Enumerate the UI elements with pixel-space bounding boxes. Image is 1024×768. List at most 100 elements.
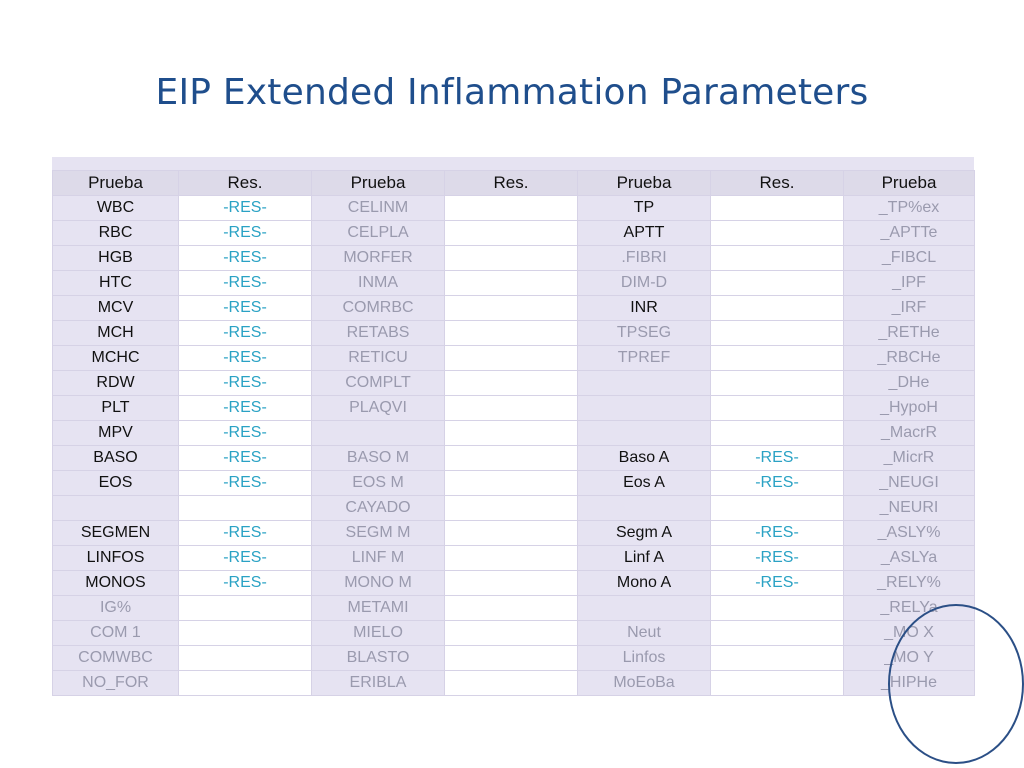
result-cell bbox=[444, 220, 578, 246]
test-cell: _NEURI bbox=[843, 495, 975, 521]
result-cell: -RES- bbox=[178, 220, 312, 246]
result-cell bbox=[710, 220, 844, 246]
result-cell bbox=[710, 245, 844, 271]
result-cell bbox=[444, 520, 578, 546]
test-cell: SEGMEN bbox=[52, 520, 179, 546]
result-cell bbox=[444, 395, 578, 421]
result-cell: -RES- bbox=[178, 395, 312, 421]
result-cell bbox=[710, 645, 844, 671]
result-cell bbox=[444, 620, 578, 646]
table-row: COM 1 MIELO Neut _MO X bbox=[52, 620, 975, 646]
result-cell bbox=[710, 670, 844, 696]
col-header-prueba: Prueba bbox=[52, 170, 179, 196]
test-cell: WBC bbox=[52, 195, 179, 221]
result-cell bbox=[178, 495, 312, 521]
test-cell: COMPLT bbox=[311, 370, 445, 396]
result-cell: -RES- bbox=[710, 520, 844, 546]
table-row: HTC -RES- INMA DIM-D _IPF bbox=[52, 270, 975, 296]
test-cell: _RELY% bbox=[843, 570, 975, 596]
result-cell bbox=[710, 345, 844, 371]
test-cell: MIELO bbox=[311, 620, 445, 646]
table-row: RDW -RES- COMPLT _DHe bbox=[52, 370, 975, 396]
test-cell: LINF M bbox=[311, 545, 445, 571]
test-cell: EOS bbox=[52, 470, 179, 496]
result-cell bbox=[710, 195, 844, 221]
col-header-res: Res. bbox=[710, 170, 844, 196]
result-cell: -RES- bbox=[178, 295, 312, 321]
test-cell: RBC bbox=[52, 220, 179, 246]
result-cell: -RES- bbox=[178, 320, 312, 346]
result-cell bbox=[444, 445, 578, 471]
test-cell: TPREF bbox=[577, 345, 711, 371]
test-cell: _MO Y bbox=[843, 645, 975, 671]
result-cell bbox=[178, 670, 312, 696]
test-cell: APTT bbox=[577, 220, 711, 246]
result-cell bbox=[444, 320, 578, 346]
test-cell: COM 1 bbox=[52, 620, 179, 646]
test-cell: CELINM bbox=[311, 195, 445, 221]
result-cell bbox=[444, 245, 578, 271]
test-cell: _RETHe bbox=[843, 320, 975, 346]
table-row: MCH -RES- RETABS TPSEG _RETHe bbox=[52, 320, 975, 346]
test-cell: _MO X bbox=[843, 620, 975, 646]
result-cell: -RES- bbox=[710, 570, 844, 596]
table-row: LINFOS -RES- LINF M Linf A -RES- _ASLYa bbox=[52, 545, 975, 571]
slide-title: EIP Extended Inflammation Parameters bbox=[155, 72, 869, 113]
test-cell bbox=[311, 420, 445, 446]
parameters-table: Prueba Res. Prueba Res. Prueba Res. Prue… bbox=[52, 170, 975, 696]
table-row: IG% METAMI _RELYa bbox=[52, 595, 975, 621]
test-cell: NO_FOR bbox=[52, 670, 179, 696]
test-cell bbox=[577, 495, 711, 521]
result-cell bbox=[178, 595, 312, 621]
test-cell: BASO M bbox=[311, 445, 445, 471]
result-cell bbox=[444, 195, 578, 221]
test-cell: _APTTe bbox=[843, 220, 975, 246]
table-row: WBC -RES- CELINM TP _TP%ex bbox=[52, 195, 975, 221]
test-cell: METAMI bbox=[311, 595, 445, 621]
test-cell: _TP%ex bbox=[843, 195, 975, 221]
test-cell: HTC bbox=[52, 270, 179, 296]
col-header-prueba: Prueba bbox=[843, 170, 975, 196]
test-cell: Baso A bbox=[577, 445, 711, 471]
test-cell: RETABS bbox=[311, 320, 445, 346]
test-cell bbox=[577, 370, 711, 396]
test-cell: RETICU bbox=[311, 345, 445, 371]
test-cell: MCHC bbox=[52, 345, 179, 371]
test-cell: DIM-D bbox=[577, 270, 711, 296]
test-cell: MONO M bbox=[311, 570, 445, 596]
result-cell bbox=[178, 620, 312, 646]
test-cell: Mono A bbox=[577, 570, 711, 596]
test-cell: _RBCHe bbox=[843, 345, 975, 371]
test-cell: TPSEG bbox=[577, 320, 711, 346]
test-cell: _MicrR bbox=[843, 445, 975, 471]
result-cell: -RES- bbox=[178, 420, 312, 446]
result-cell bbox=[444, 470, 578, 496]
table-row: MCV -RES- COMRBC INR _IRF bbox=[52, 295, 975, 321]
col-header-res: Res. bbox=[178, 170, 312, 196]
test-cell: RDW bbox=[52, 370, 179, 396]
table-row: MONOS -RES- MONO M Mono A -RES- _RELY% bbox=[52, 570, 975, 596]
test-cell: CAYADO bbox=[311, 495, 445, 521]
result-cell bbox=[710, 595, 844, 621]
result-cell: -RES- bbox=[178, 520, 312, 546]
test-cell: INR bbox=[577, 295, 711, 321]
test-cell: _NEUGI bbox=[843, 470, 975, 496]
test-cell: MONOS bbox=[52, 570, 179, 596]
test-cell: INMA bbox=[311, 270, 445, 296]
table-row: COMWBC BLASTO Linfos _MO Y bbox=[52, 645, 975, 671]
test-cell: CELPLA bbox=[311, 220, 445, 246]
test-cell: EOS M bbox=[311, 470, 445, 496]
test-cell: MPV bbox=[52, 420, 179, 446]
test-cell bbox=[52, 495, 179, 521]
test-cell bbox=[577, 420, 711, 446]
test-cell: _DHe bbox=[843, 370, 975, 396]
result-cell bbox=[178, 645, 312, 671]
result-cell bbox=[444, 570, 578, 596]
result-cell bbox=[710, 395, 844, 421]
test-cell: MoEoBa bbox=[577, 670, 711, 696]
test-cell bbox=[577, 395, 711, 421]
test-cell: _HypoH bbox=[843, 395, 975, 421]
test-cell: PLT bbox=[52, 395, 179, 421]
test-cell: IG% bbox=[52, 595, 179, 621]
result-cell: -RES- bbox=[178, 570, 312, 596]
